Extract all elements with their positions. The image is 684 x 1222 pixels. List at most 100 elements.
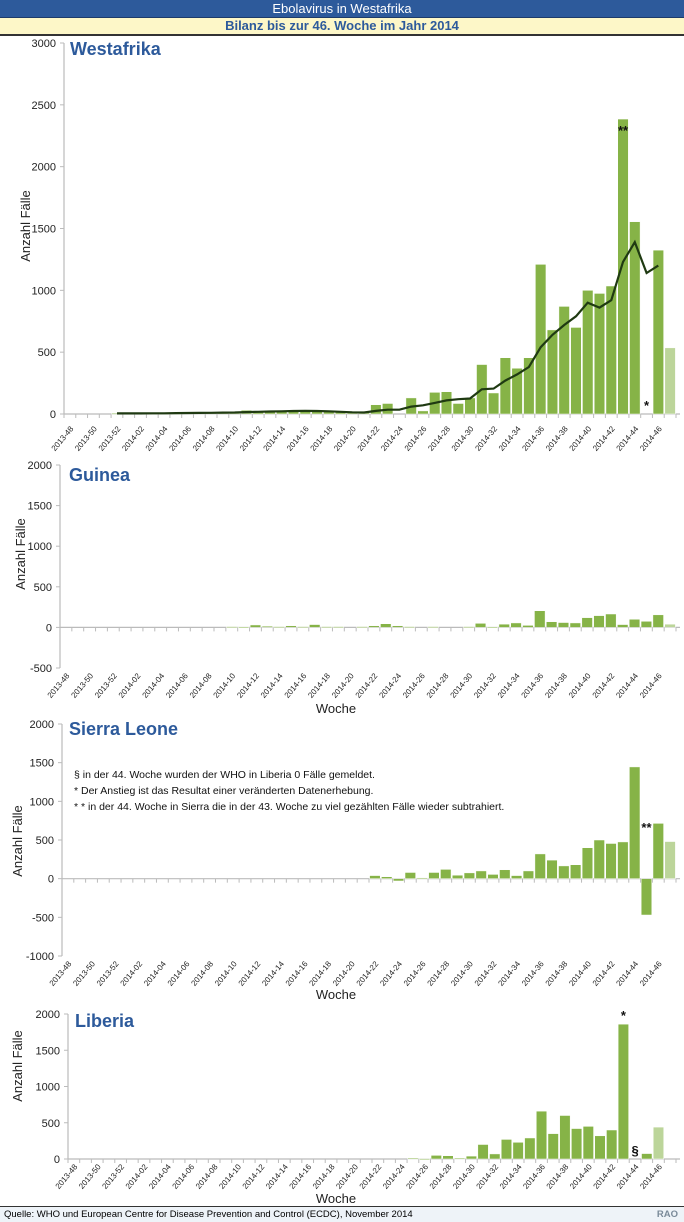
x-tick-label: 2014-08 xyxy=(189,959,215,988)
x-axis-label: Woche xyxy=(316,701,356,716)
bar xyxy=(430,1155,442,1160)
x-tick-label: 2014-38 xyxy=(544,424,570,453)
footnote: § in der 44. Woche wurden der WHO in Lib… xyxy=(74,769,375,781)
bar xyxy=(534,610,546,628)
chart-westafrika: 0500100015002000250030002013-482013-5020… xyxy=(18,38,680,453)
x-tick-label: 2014-02 xyxy=(119,959,145,988)
footnote: * * in der 44. Woche in Sierra die in de… xyxy=(74,801,504,813)
chart-title: Guinea xyxy=(69,465,131,485)
bar xyxy=(546,859,558,879)
bar xyxy=(536,1110,548,1160)
bar xyxy=(404,872,416,879)
x-tick-label: 2014-20 xyxy=(334,1162,360,1191)
chart-liberia: 05001000150020002013-482013-502013-52201… xyxy=(10,1008,680,1206)
x-tick-label: 2014-34 xyxy=(498,1162,524,1191)
x-tick-label: 2014-04 xyxy=(140,671,166,700)
x-tick-label: 2014-40 xyxy=(568,1162,594,1191)
annotation-marker: § xyxy=(631,1143,638,1158)
bar xyxy=(617,624,629,628)
x-tick-label: 2014-40 xyxy=(567,671,593,700)
bar xyxy=(534,853,546,879)
annotation-marker: ** xyxy=(618,123,629,138)
x-tick-label: 2014-12 xyxy=(238,424,264,453)
y-tick-label: 1000 xyxy=(36,1082,60,1094)
y-tick-label: 1500 xyxy=(32,224,56,236)
y-tick-label: 1500 xyxy=(28,501,52,513)
x-tick-label: 2014-20 xyxy=(331,959,357,988)
bar xyxy=(581,617,593,628)
bar xyxy=(249,624,262,628)
x-tick-label: 2014-34 xyxy=(496,959,522,988)
y-tick-label: -500 xyxy=(30,663,52,675)
bar xyxy=(640,621,652,628)
x-tick-label: 2014-22 xyxy=(358,1162,384,1191)
x-tick-label: 2013-48 xyxy=(46,671,72,700)
bar xyxy=(442,1155,454,1160)
x-tick-label: 2014-24 xyxy=(381,1162,407,1191)
y-tick-label: 1500 xyxy=(30,758,54,770)
bar xyxy=(581,847,593,879)
bar xyxy=(664,623,676,628)
x-tick-label: 2014-26 xyxy=(401,671,427,700)
x-tick-label: 2014-36 xyxy=(520,671,546,700)
x-tick-label: 2014-08 xyxy=(191,424,217,453)
bar xyxy=(617,1023,629,1160)
y-tick-label: 0 xyxy=(50,409,56,421)
x-tick-label: 2014-32 xyxy=(473,959,499,988)
bar xyxy=(392,625,404,628)
bar xyxy=(557,622,570,628)
x-tick-label: 2014-26 xyxy=(402,959,428,988)
x-tick-label: 2014-14 xyxy=(264,1162,290,1191)
x-tick-label: 2014-22 xyxy=(355,959,381,988)
x-tick-label: 2014-30 xyxy=(449,959,475,988)
bar xyxy=(559,1115,571,1160)
y-axis-label: Anzahl Fälle xyxy=(10,805,25,877)
x-tick-label: 2014-24 xyxy=(377,671,403,700)
y-axis-label: Anzahl Fälle xyxy=(18,190,33,262)
bar xyxy=(440,391,453,415)
x-tick-label: 2014-38 xyxy=(543,671,569,700)
bar xyxy=(511,367,523,415)
y-tick-label: 2000 xyxy=(32,162,56,174)
credit-text: RAO xyxy=(656,1209,678,1220)
bar xyxy=(486,626,498,629)
bar xyxy=(641,1153,653,1160)
bar xyxy=(356,626,368,628)
x-tick-label: 2014-30 xyxy=(451,1162,477,1191)
x-tick-label: 2014-04 xyxy=(142,959,168,988)
x-tick-label: 2014-06 xyxy=(171,1162,197,1191)
bar xyxy=(510,622,522,628)
x-tick-label: 2014-06 xyxy=(164,671,190,700)
x-tick-label: 2014-10 xyxy=(214,424,240,453)
bar xyxy=(475,870,487,879)
annotation-marker: * xyxy=(621,1008,627,1023)
x-tick-label: 2014-02 xyxy=(120,424,146,453)
bar xyxy=(664,347,676,415)
bar xyxy=(640,878,653,916)
bar xyxy=(417,410,429,415)
bar xyxy=(226,626,238,628)
bar xyxy=(582,1126,594,1160)
y-tick-label: 0 xyxy=(48,874,54,886)
bar xyxy=(454,1158,466,1160)
x-tick-label: 2014-08 xyxy=(194,1162,220,1191)
y-tick-label: 2000 xyxy=(36,1009,60,1021)
x-tick-label: 2013-48 xyxy=(50,424,76,453)
header-subtitle: Bilanz bis zur 46. Woche im Jahr 2014 xyxy=(0,18,684,36)
x-tick-label: 2014-06 xyxy=(167,424,193,453)
y-tick-label: 2000 xyxy=(30,719,54,731)
x-tick-label: 2014-42 xyxy=(591,959,617,988)
x-tick-label: 2014-06 xyxy=(166,959,192,988)
bar xyxy=(273,626,285,628)
bar xyxy=(558,865,570,879)
y-axis-label: Anzahl Fälle xyxy=(10,1030,25,1102)
y-tick-label: -1000 xyxy=(26,951,54,963)
bar xyxy=(489,1153,501,1160)
bar xyxy=(403,626,416,628)
x-tick-label: 2014-26 xyxy=(404,1162,430,1191)
footnote: * Der Anstieg ist das Resultat einer ver… xyxy=(74,785,373,797)
bar xyxy=(464,397,476,415)
y-tick-label: -500 xyxy=(32,912,54,924)
x-tick-label: 2014-40 xyxy=(567,424,593,453)
bar xyxy=(593,293,606,415)
